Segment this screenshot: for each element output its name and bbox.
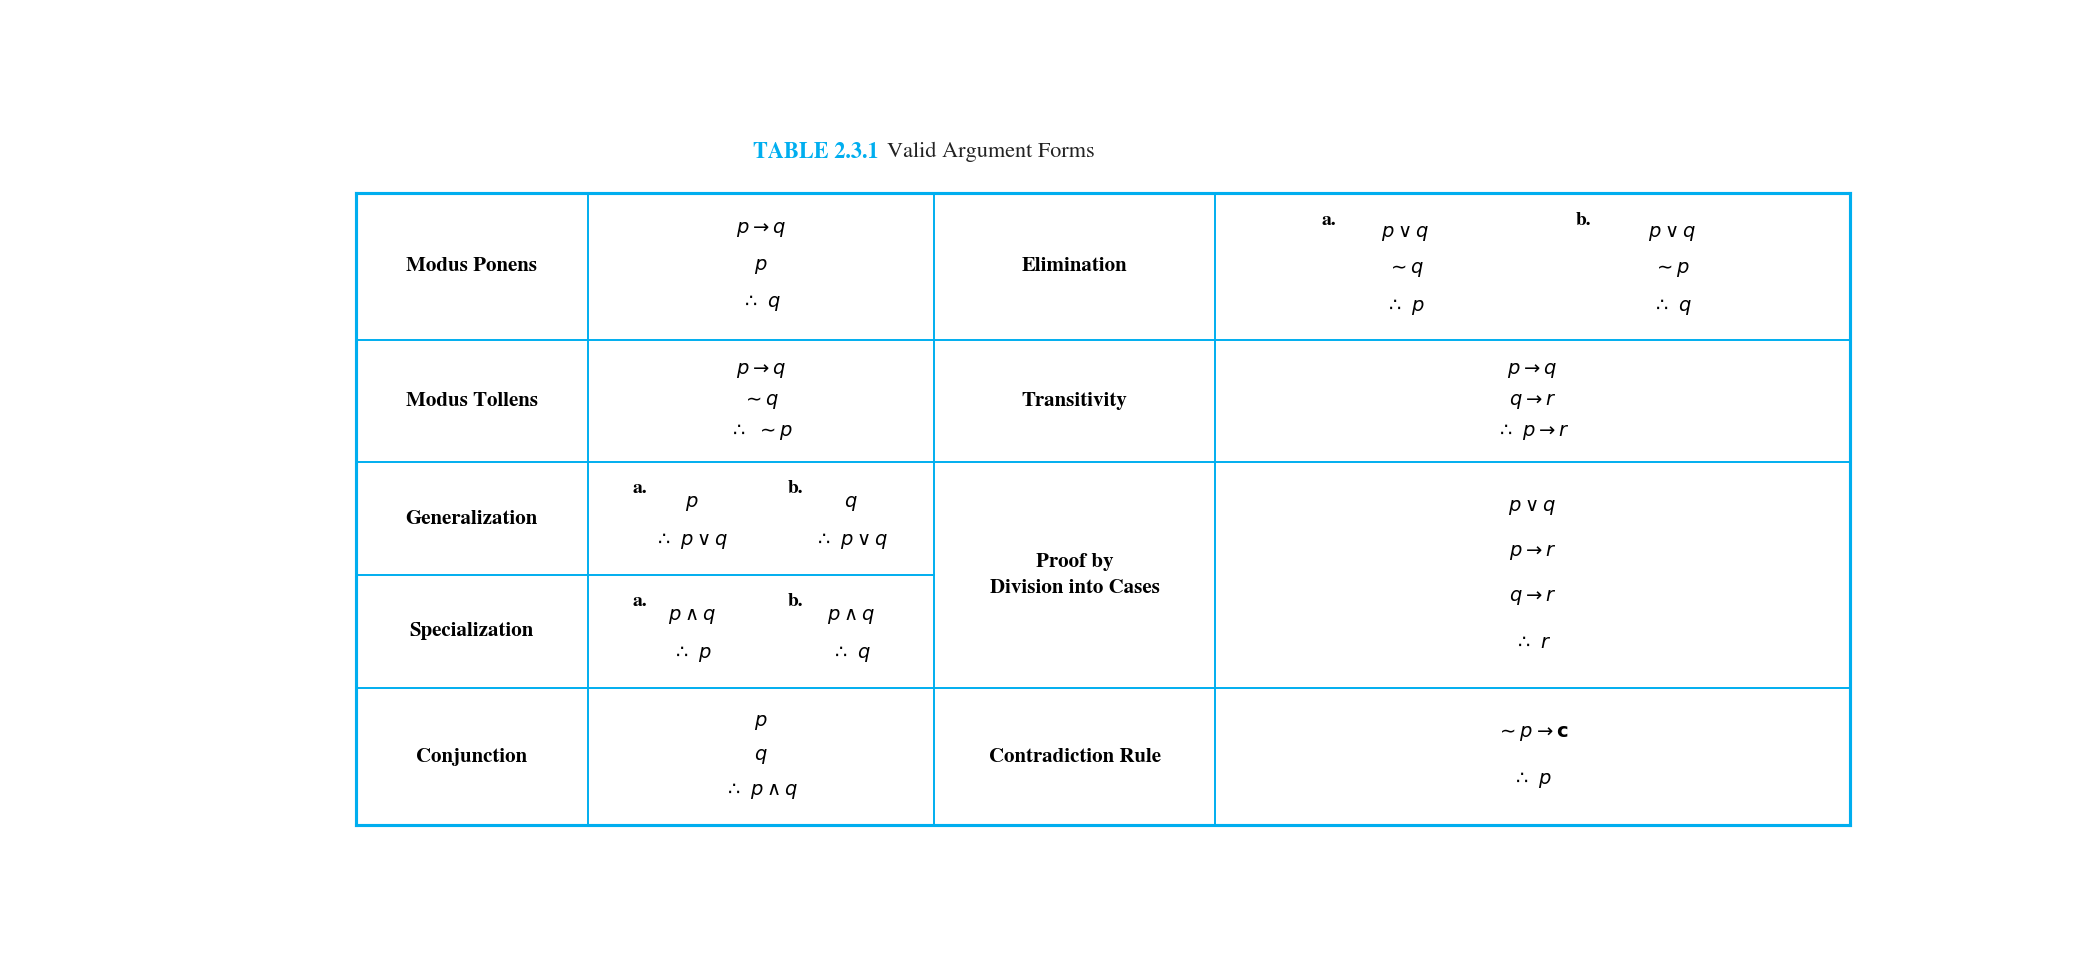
Text: a.: a. [1322,212,1337,228]
Text: Proof by
Division into Cases: Proof by Division into Cases [989,553,1159,597]
Text: $\sim q$: $\sim q$ [1387,261,1425,279]
Text: $\sim p \rightarrow \mathbf{c}$: $\sim p \rightarrow \mathbf{c}$ [1496,724,1569,743]
Text: $p \rightarrow q$: $p \rightarrow q$ [735,220,786,239]
Text: $\therefore\ {\sim p}$: $\therefore\ {\sim p}$ [729,422,792,442]
Text: $p$: $p$ [754,713,767,732]
Text: Modus Tollens: Modus Tollens [406,392,538,410]
Text: Generalization: Generalization [406,509,538,527]
Text: $p \rightarrow q$: $p \rightarrow q$ [735,361,786,380]
Text: $\therefore\ p \wedge q$: $\therefore\ p \wedge q$ [723,781,798,801]
Text: $q$: $q$ [844,494,857,513]
Text: Transitivity: Transitivity [1022,392,1127,410]
Text: $\therefore\ q$: $\therefore\ q$ [742,293,781,313]
Text: b.: b. [1575,212,1590,228]
Text: Modus Ponens: Modus Ponens [406,257,536,275]
Text: Elimination: Elimination [1022,257,1127,275]
Text: $\therefore\ q$: $\therefore\ q$ [1653,296,1693,316]
Text: $\therefore\ p$: $\therefore\ p$ [1513,769,1552,789]
Text: $\therefore\ r$: $\therefore\ r$ [1515,634,1550,652]
Bar [356,193,1850,826]
Text: a.: a. [633,593,647,610]
Text: $p \vee q$: $p \vee q$ [1508,498,1557,517]
Text: b.: b. [788,593,802,610]
Text: a.: a. [633,480,647,497]
Text: Conjunction: Conjunction [417,748,528,765]
Text: $p \wedge q$: $p \wedge q$ [828,607,876,626]
Text: b.: b. [788,480,802,497]
Text: $q \rightarrow r$: $q \rightarrow r$ [1508,391,1557,410]
Text: $\therefore\ p \rightarrow r$: $\therefore\ p \rightarrow r$ [1496,422,1569,442]
Text: $\therefore\ p \vee q$: $\therefore\ p \vee q$ [654,531,729,551]
Text: $p \vee q$: $p \vee q$ [1649,223,1697,243]
Text: TABLE 2.3.1: TABLE 2.3.1 [754,142,880,162]
Text: Valid Argument Forms: Valid Argument Forms [886,142,1094,162]
Text: $p \rightarrow r$: $p \rightarrow r$ [1508,543,1557,562]
Text: $\sim q$: $\sim q$ [742,391,779,410]
Text: $q \rightarrow r$: $q \rightarrow r$ [1508,588,1557,607]
Text: Specialization: Specialization [411,622,534,641]
Text: $p$: $p$ [685,494,698,513]
Text: $\therefore\ p$: $\therefore\ p$ [672,644,712,664]
Text: $\therefore\ q$: $\therefore\ q$ [832,644,872,664]
Text: Contradiction Rule: Contradiction Rule [989,748,1161,765]
Text: $q$: $q$ [754,747,767,766]
Text: $p \wedge q$: $p \wedge q$ [668,607,716,626]
Text: $\sim p$: $\sim p$ [1653,261,1691,279]
Text: $p \vee q$: $p \vee q$ [1381,223,1429,243]
Text: $p$: $p$ [754,257,767,276]
Text: $p \rightarrow q$: $p \rightarrow q$ [1508,361,1557,380]
Text: $\therefore\ p$: $\therefore\ p$ [1385,296,1425,316]
Text: $\therefore\ p \vee q$: $\therefore\ p \vee q$ [813,531,888,551]
